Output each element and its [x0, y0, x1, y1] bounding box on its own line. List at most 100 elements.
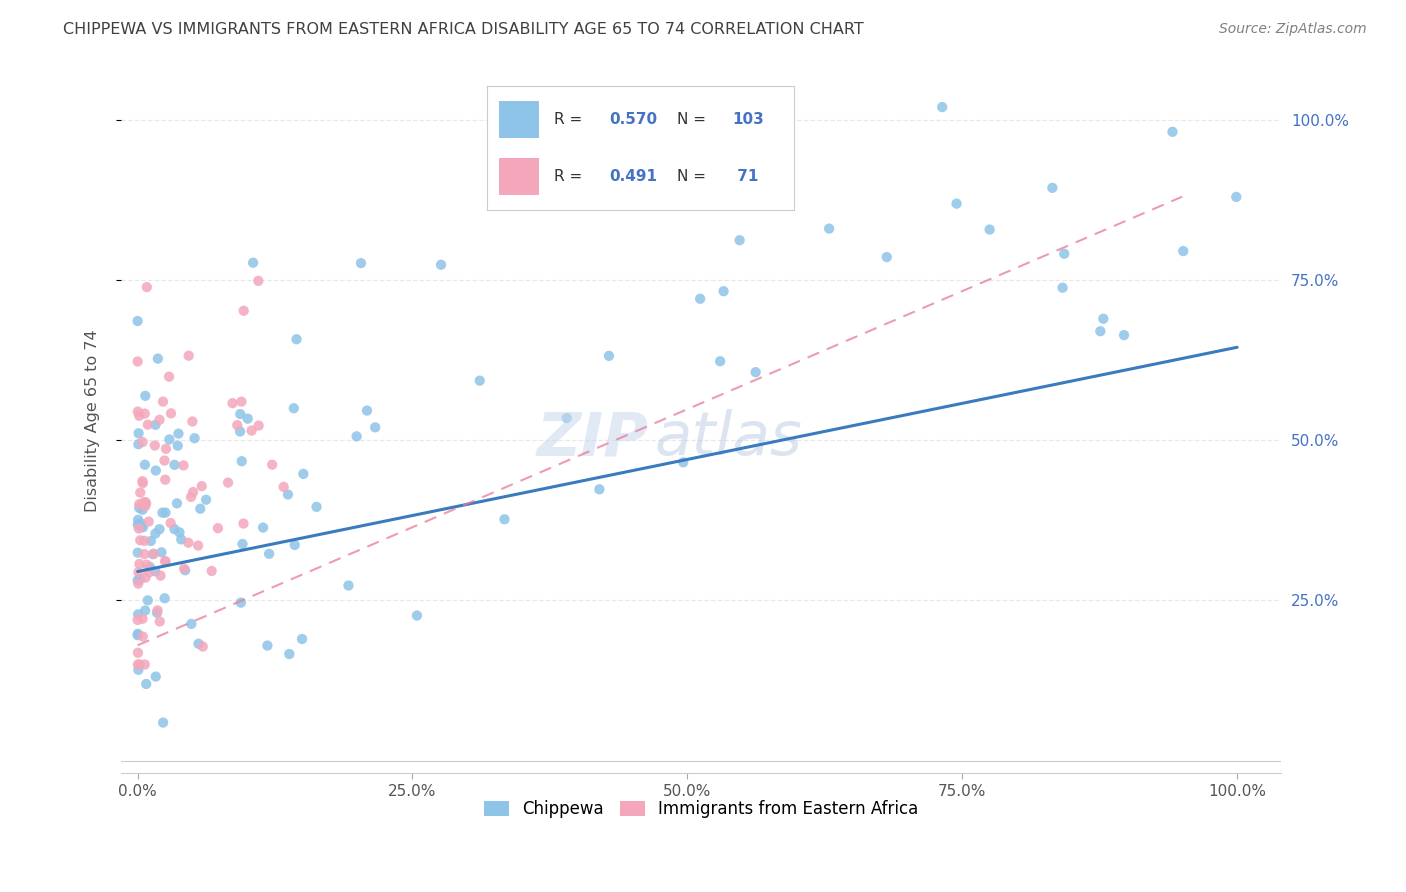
- Point: [166, 496, 188, 510]
- Point: [247, 274, 270, 288]
- Point: [1052, 281, 1074, 295]
- Point: [148, 413, 170, 427]
- Point: [292, 467, 315, 481]
- Point: [305, 500, 328, 514]
- Point: [132, 520, 155, 534]
- Point: [134, 458, 156, 472]
- Point: [406, 608, 429, 623]
- Point: [128, 657, 150, 672]
- Point: [494, 512, 516, 526]
- Point: [152, 715, 174, 730]
- Point: [291, 632, 314, 646]
- Point: [247, 418, 270, 433]
- Point: [285, 332, 308, 346]
- Point: [132, 476, 155, 491]
- Point: [129, 572, 152, 586]
- Point: [277, 487, 299, 501]
- Point: [134, 533, 156, 548]
- Point: [131, 612, 153, 626]
- Point: [139, 533, 162, 548]
- Point: [181, 415, 204, 429]
- Point: [226, 418, 249, 433]
- Point: [187, 637, 209, 651]
- Point: [132, 630, 155, 644]
- Point: [207, 521, 229, 535]
- Point: [134, 571, 156, 585]
- Point: [231, 394, 253, 409]
- Point: [190, 479, 212, 493]
- Point: [1090, 324, 1112, 338]
- Point: [127, 404, 149, 418]
- Legend: Chippewa, Immigrants from Eastern Africa: Chippewa, Immigrants from Eastern Africa: [477, 794, 925, 825]
- Point: [148, 522, 170, 536]
- Point: [163, 458, 186, 472]
- Point: [187, 539, 209, 553]
- Point: [138, 515, 160, 529]
- Point: [131, 474, 153, 488]
- Point: [155, 442, 177, 456]
- Point: [134, 657, 156, 672]
- Point: [876, 250, 898, 264]
- Point: [173, 458, 195, 473]
- Point: [139, 560, 162, 574]
- Point: [142, 547, 165, 561]
- Point: [160, 406, 183, 420]
- Text: ZIP: ZIP: [537, 409, 650, 468]
- Point: [236, 411, 259, 425]
- Point: [155, 506, 177, 520]
- Point: [173, 561, 195, 575]
- Point: [229, 407, 252, 421]
- Point: [283, 401, 305, 416]
- Point: [273, 480, 295, 494]
- Point: [931, 100, 953, 114]
- Point: [153, 591, 176, 606]
- Point: [128, 497, 150, 511]
- Point: [127, 517, 149, 532]
- Point: [180, 490, 202, 504]
- Point: [155, 554, 177, 568]
- Point: [134, 547, 156, 561]
- Point: [155, 473, 177, 487]
- Point: [818, 221, 841, 235]
- Point: [430, 258, 453, 272]
- Point: [134, 389, 156, 403]
- Point: [127, 576, 149, 591]
- Point: [127, 546, 149, 560]
- Point: [709, 354, 731, 368]
- Point: [157, 433, 180, 447]
- Point: [231, 537, 253, 551]
- Point: [146, 606, 169, 620]
- Point: [188, 501, 211, 516]
- Point: [672, 455, 695, 469]
- Point: [350, 256, 373, 270]
- Point: [555, 411, 578, 425]
- Point: [157, 369, 180, 384]
- Point: [127, 613, 149, 627]
- Point: [180, 616, 202, 631]
- Point: [143, 564, 166, 578]
- Point: [150, 545, 173, 559]
- Point: [129, 485, 152, 500]
- Point: [278, 647, 301, 661]
- Point: [142, 547, 165, 561]
- Point: [163, 522, 186, 536]
- Point: [146, 351, 169, 366]
- Point: [177, 535, 200, 549]
- Point: [127, 627, 149, 641]
- Point: [134, 500, 156, 514]
- Point: [170, 533, 193, 547]
- Point: [127, 314, 149, 328]
- Point: [145, 463, 167, 477]
- Point: [145, 417, 167, 432]
- Text: atlas: atlas: [655, 409, 803, 468]
- Point: [181, 485, 204, 500]
- Point: [127, 513, 149, 527]
- Point: [132, 496, 155, 510]
- Point: [572, 188, 595, 202]
- Point: [201, 564, 224, 578]
- Point: [145, 526, 167, 541]
- Point: [143, 438, 166, 452]
- Point: [242, 256, 264, 270]
- Point: [1040, 181, 1063, 195]
- Point: [221, 396, 243, 410]
